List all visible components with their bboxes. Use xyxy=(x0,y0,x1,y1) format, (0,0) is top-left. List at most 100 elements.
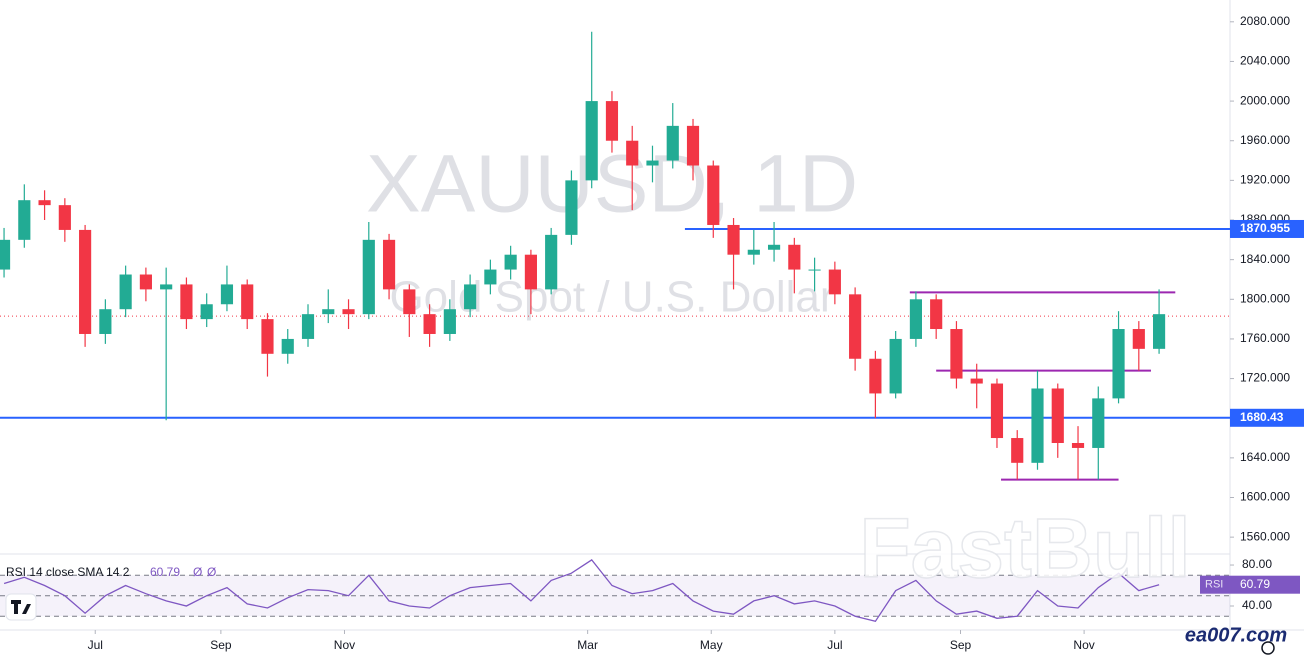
y-tick-label: 1600.000 xyxy=(1240,490,1290,504)
x-tick-label: Jul xyxy=(88,638,103,652)
fastbull-watermark: FastBull xyxy=(859,501,1190,595)
candle-body xyxy=(909,299,922,339)
y-tick-label: 2000.000 xyxy=(1240,93,1290,107)
x-tick-label: Nov xyxy=(334,638,355,652)
settings-icon xyxy=(1261,641,1275,655)
candle-body xyxy=(119,274,132,310)
rsi-header-value: 60.79 xyxy=(150,565,180,579)
candle-body xyxy=(443,309,456,334)
candle-body xyxy=(869,358,882,394)
rsi-badge-box xyxy=(1200,575,1300,594)
candle-body xyxy=(160,284,173,290)
candle-body xyxy=(241,284,254,320)
candle-body xyxy=(686,125,700,166)
symbol-watermark: XAUUSD, 1D xyxy=(366,139,858,230)
candle-body xyxy=(504,254,517,270)
rsi-line xyxy=(3,559,1160,623)
candle-body xyxy=(362,239,375,315)
candle-body xyxy=(342,309,355,315)
candle-body xyxy=(484,269,497,285)
candle-body xyxy=(281,338,294,354)
candle-body xyxy=(1011,438,1024,463)
candle-body xyxy=(79,229,92,334)
candle-body xyxy=(139,274,152,290)
level-label-box xyxy=(1230,408,1304,427)
tv-logo xyxy=(5,593,37,621)
candle-body xyxy=(99,309,112,334)
candle-body xyxy=(605,101,619,141)
candle-body xyxy=(1031,388,1044,463)
candle-body xyxy=(565,180,578,235)
y-tick-label: 1800.000 xyxy=(1240,291,1290,305)
x-tick-label: Jul xyxy=(827,638,842,652)
candle-body xyxy=(1092,398,1105,448)
candle-body xyxy=(180,284,193,320)
candle-body xyxy=(747,249,760,255)
candle-body xyxy=(220,284,234,305)
source-watermark: ea007.com xyxy=(1185,624,1287,646)
candle-body xyxy=(1132,329,1145,349)
rsi-marker: Ø xyxy=(193,565,202,579)
x-tick-label: Mar xyxy=(577,638,598,652)
x-tick-label: May xyxy=(700,638,723,652)
level-label: 1680.43 xyxy=(1240,410,1284,424)
candle-body xyxy=(626,140,639,166)
candle-body xyxy=(1051,388,1064,443)
candle-body xyxy=(1152,314,1166,349)
rsi-badge-label: RSI xyxy=(1205,579,1223,591)
candle-body xyxy=(788,244,801,270)
candle-body xyxy=(767,244,781,250)
level-label: 1870.955 xyxy=(1240,221,1290,235)
candle-body xyxy=(261,319,274,354)
candle-body xyxy=(524,254,537,290)
candle-body xyxy=(727,224,740,255)
y-tick-label: 1640.000 xyxy=(1240,450,1290,464)
y-tick-label: 1720.000 xyxy=(1240,371,1290,385)
candle-body xyxy=(58,205,71,230)
y-tick-label: 2040.000 xyxy=(1240,54,1290,68)
candle-body xyxy=(930,299,943,330)
y-tick-label: 1920.000 xyxy=(1240,173,1290,187)
candle-body xyxy=(403,289,416,315)
description-watermark: Gold Spot / U.S. Dollar xyxy=(389,273,834,322)
candle-body xyxy=(828,269,841,295)
candle-body xyxy=(889,338,902,394)
y-tick-label: 1560.000 xyxy=(1240,529,1290,543)
candle-body xyxy=(646,160,659,166)
y-tick-label: 1840.000 xyxy=(1240,252,1290,266)
rsi-y-tick-label: 40.00 xyxy=(1242,598,1272,612)
candle-body xyxy=(990,383,1004,439)
candle-body xyxy=(301,314,315,339)
candle-body xyxy=(200,304,213,320)
candle-body xyxy=(423,314,436,334)
tv-logo-mark xyxy=(11,600,31,614)
candle-body xyxy=(808,269,821,271)
candle-body xyxy=(0,239,11,270)
candle-body xyxy=(18,200,31,240)
candle-body xyxy=(1112,329,1125,399)
candle-body xyxy=(38,200,51,206)
candle-body xyxy=(464,284,477,310)
candle-body xyxy=(970,378,983,384)
candle-body xyxy=(849,294,862,359)
candle-body xyxy=(545,234,558,290)
y-tick-label: 1960.000 xyxy=(1240,133,1290,147)
rsi-marker: Ø xyxy=(207,565,216,579)
candle-body xyxy=(950,329,963,379)
y-tick-label: 2080.000 xyxy=(1240,14,1290,28)
candle-body xyxy=(1071,442,1085,448)
y-tick-label: 1760.000 xyxy=(1240,331,1290,345)
tv-logo-bg xyxy=(5,593,37,621)
rsi-last-value: 60.79 xyxy=(1240,577,1270,591)
rsi-title: RSI 14 close SMA 14 2 xyxy=(6,565,130,579)
rsi-y-tick-label: 80.00 xyxy=(1242,557,1272,571)
candle-body xyxy=(322,309,335,315)
level-label-box xyxy=(1230,219,1304,238)
x-tick-label: Sep xyxy=(210,638,232,652)
candle-body xyxy=(585,101,598,181)
candle-body xyxy=(382,239,396,290)
candle-body xyxy=(666,125,679,161)
candle-body xyxy=(707,165,720,225)
x-tick-label: Sep xyxy=(950,638,972,652)
